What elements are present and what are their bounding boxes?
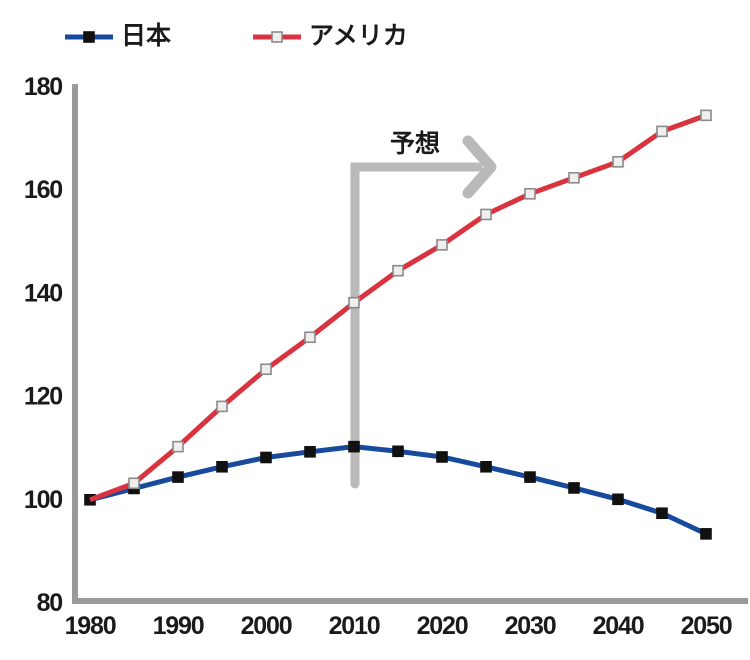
america-marker: [392, 264, 404, 277]
japan-legend-key-icon: [65, 30, 113, 43]
america-marker: [304, 331, 316, 344]
y-axis-tick-labels: 80 100 120 140 160 180: [24, 73, 64, 617]
y-tick-label: 140: [24, 279, 62, 307]
japan-marker: [260, 451, 272, 464]
y-tick-label: 160: [24, 176, 62, 204]
axes: [72, 84, 748, 604]
america-marker: [128, 477, 140, 490]
america-marker: [216, 400, 228, 413]
japan-marker: [216, 460, 228, 473]
legend-item-japan: 日本: [64, 24, 171, 49]
america-marker: [656, 125, 668, 138]
america-marker: [612, 156, 624, 168]
x-tick-label: 2030: [505, 612, 556, 640]
japan-marker: [436, 451, 448, 463]
japan-marker: [172, 471, 184, 483]
forecast-arrow: [350, 135, 497, 489]
america-legend-key-icon: [253, 30, 301, 43]
legend-label-america: アメリカ: [309, 22, 408, 50]
x-tick-label: 2050: [681, 612, 732, 640]
legend-item-america: アメリカ: [252, 24, 408, 49]
y-tick-label: 180: [24, 73, 62, 101]
y-tick-label: 80: [37, 589, 63, 617]
america-marker: [260, 363, 272, 376]
japan-line: [89, 444, 708, 537]
america-series: [89, 109, 712, 503]
japan-marker: [348, 440, 360, 453]
japan-marker: [568, 482, 580, 494]
america-marker: [172, 440, 184, 453]
japan-series: [84, 440, 712, 540]
japan-marker: [304, 446, 316, 458]
x-tick-label: 1990: [153, 612, 204, 640]
x-tick-label: 2010: [329, 612, 380, 640]
america-marker: [436, 239, 448, 251]
america-marker: [348, 296, 360, 309]
japan-marker: [656, 507, 668, 520]
y-tick-label: 100: [24, 486, 62, 514]
x-tick-label: 1980: [65, 612, 116, 640]
america-marker: [568, 172, 580, 184]
x-tick-label: 2000: [241, 612, 292, 640]
japan-marker: [612, 493, 624, 506]
japan-marker: [392, 445, 404, 458]
japan-marker: [480, 460, 492, 473]
legend-label-japan: 日本: [121, 22, 172, 50]
y-tick-label: 120: [24, 383, 62, 411]
america-marker: [524, 188, 536, 200]
x-tick-label: 2040: [593, 612, 644, 640]
x-tick-label: 2020: [417, 612, 468, 640]
america-marker: [700, 109, 712, 122]
japan-marker: [700, 528, 712, 540]
forecast-annotation-label: 予想: [389, 130, 440, 158]
japan-marker: [524, 471, 536, 483]
x-axis-tick-labels: 1980 1990 2000 2010 2020 2030 2040 2050: [65, 612, 733, 640]
america-marker: [480, 208, 492, 221]
